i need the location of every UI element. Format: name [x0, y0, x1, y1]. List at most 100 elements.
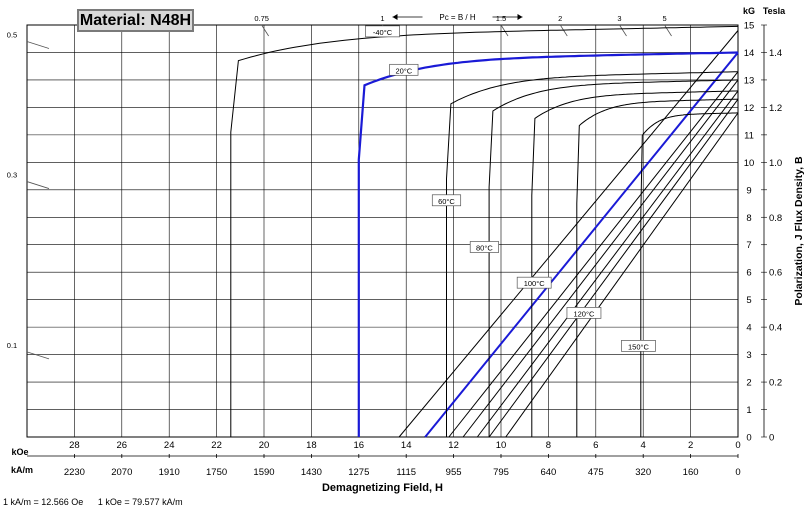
kam-tick-label: 1750 — [206, 467, 227, 478]
curve-temp-label: 100°C — [524, 279, 546, 288]
curve-temp-label: 120°C — [573, 309, 595, 318]
koe-tick-label: 10 — [496, 440, 507, 451]
tesla-tick-label: 0 — [769, 433, 774, 444]
pc-top-tick-label: 5 — [662, 14, 666, 23]
kg-tick-label: 1 — [746, 405, 751, 416]
kg-tick-label: 12 — [744, 103, 755, 114]
b-curve-line — [462, 79, 739, 438]
pc-arrowhead-left — [392, 14, 398, 20]
kg-tick-label: 2 — [746, 378, 751, 389]
kg-tick-label: 3 — [746, 350, 751, 361]
koe-unit-label: kOe — [11, 447, 28, 457]
koe-tick-label: 6 — [593, 440, 598, 451]
kg-tick-label: 7 — [746, 240, 751, 251]
plot-frame — [26, 24, 739, 438]
curve-temp-label-box — [365, 25, 400, 38]
kam-tick-label: 475 — [588, 467, 604, 478]
y-axis-title: Polarization, J Flux Density, B — [793, 156, 805, 306]
b-curve-line — [398, 30, 739, 438]
kam-tick-label: 955 — [446, 467, 462, 478]
kam-tick-label: 795 — [493, 467, 509, 478]
koe-tick-label: 16 — [354, 440, 365, 451]
kg-tick-label: 6 — [746, 268, 751, 279]
pc-left-tick-label: 0.1 — [7, 341, 17, 350]
pc-left-tick — [26, 41, 50, 49]
kg-tick-label: 10 — [744, 158, 755, 169]
pc-axis-label: Pc = B / H — [439, 13, 475, 22]
koe-tick-label: 0 — [735, 440, 740, 451]
j-curve-line — [230, 25, 739, 437]
koe-tick-label: 8 — [546, 440, 551, 451]
kam-unit-label: kA/m — [11, 465, 33, 475]
tesla-tick-label: 1.4 — [769, 48, 782, 59]
pc-top-tick — [664, 24, 672, 37]
footnote-koe: 1 kOe = 79.577 kA/m — [97, 497, 183, 507]
curve-temp-label-box — [431, 194, 462, 207]
koe-tick-label: 24 — [164, 440, 175, 451]
material-label: Material: N48H — [77, 9, 194, 32]
curve-temp-label-box — [566, 307, 602, 319]
kam-tick-label: 1115 — [396, 467, 416, 478]
b-curve-line — [505, 112, 739, 438]
pc-top-tick-label: 2 — [558, 14, 562, 23]
curve-temp-label-box — [469, 241, 499, 253]
pc-top-tick-label: 3 — [617, 14, 621, 23]
j-curve-line — [531, 90, 739, 437]
kg-tick-label: 13 — [744, 75, 755, 86]
kg-tick-label: 15 — [744, 21, 755, 32]
curve-temp-label: 150°C — [628, 342, 650, 351]
unit-footnote: 1 kA/m = 12.566 Oe 1 kOe = 79.577 kA/m — [3, 497, 195, 507]
kam-tick-label: 1430 — [301, 467, 322, 478]
koe-tick-label: 4 — [641, 440, 646, 451]
x-axis-title: Demagnetizing Field, H — [322, 482, 443, 494]
tesla-tick-label: 1.0 — [769, 158, 782, 169]
pc-top-tick — [261, 24, 269, 37]
kg-tick-label: 14 — [744, 48, 755, 59]
koe-tick-label: 22 — [211, 440, 222, 451]
b-curve-line — [448, 71, 739, 438]
j-curve-line — [446, 71, 739, 437]
pc-left-tick-label: 0.3 — [7, 171, 17, 180]
pc-top-tick-label: 1 — [380, 14, 384, 23]
j-curve-line — [488, 79, 739, 437]
tesla-tick-label: 0.2 — [769, 378, 782, 389]
koe-tick-label: 26 — [117, 440, 128, 451]
j-curve-line — [640, 112, 739, 437]
kg-tick-label: 0 — [746, 433, 751, 444]
pc-arrowhead-right — [517, 14, 523, 20]
koe-tick-label: 20 — [259, 440, 270, 451]
kam-tick-label: 2230 — [64, 467, 85, 478]
curve-temp-label: 80°C — [476, 243, 493, 252]
kg-unit-label: kG — [743, 6, 755, 16]
pc-top-tick — [619, 24, 627, 37]
curve-temp-label-box — [621, 340, 656, 352]
kam-tick-label: 1275 — [348, 467, 369, 478]
tesla-tick-label: 1.2 — [769, 103, 782, 114]
tesla-tick-label: 0.6 — [769, 268, 782, 279]
kg-tick-label: 5 — [746, 295, 751, 306]
pc-left-tick — [26, 181, 50, 189]
pc-left-tick — [26, 351, 50, 360]
j-curve-line — [576, 98, 739, 437]
curve-temp-label: 20°C — [395, 66, 412, 75]
b-curve-line — [476, 90, 739, 438]
footnote-kam: 1 kA/m = 12.566 Oe — [3, 497, 84, 507]
kam-tick-label: 1590 — [253, 467, 274, 478]
b-curve-line — [424, 51, 739, 438]
curve-temp-label-box — [389, 63, 419, 76]
pc-top-tick-label: 1.5 — [496, 14, 506, 23]
koe-tick-label: 12 — [448, 440, 459, 451]
koe-tick-label: 2 — [688, 440, 693, 451]
curve-temp-label: -40°C — [373, 28, 393, 37]
koe-tick-label: 28 — [69, 440, 80, 451]
koe-tick-label: 14 — [401, 440, 412, 451]
kam-tick-label: 640 — [540, 467, 556, 478]
kam-tick-label: 320 — [635, 467, 651, 478]
curve-temp-label: 60°C — [438, 197, 455, 206]
kg-tick-label: 4 — [746, 323, 751, 334]
tesla-unit-label: Tesla — [763, 6, 786, 16]
kam-tick-label: 2070 — [111, 467, 132, 478]
curve-temp-label-box — [516, 276, 552, 289]
kg-tick-label: 9 — [746, 185, 751, 196]
